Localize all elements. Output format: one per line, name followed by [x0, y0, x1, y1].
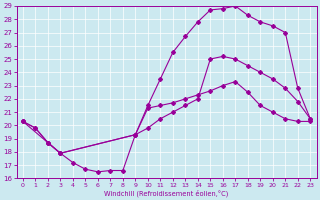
X-axis label: Windchill (Refroidissement éolien,°C): Windchill (Refroidissement éolien,°C) [104, 189, 229, 197]
